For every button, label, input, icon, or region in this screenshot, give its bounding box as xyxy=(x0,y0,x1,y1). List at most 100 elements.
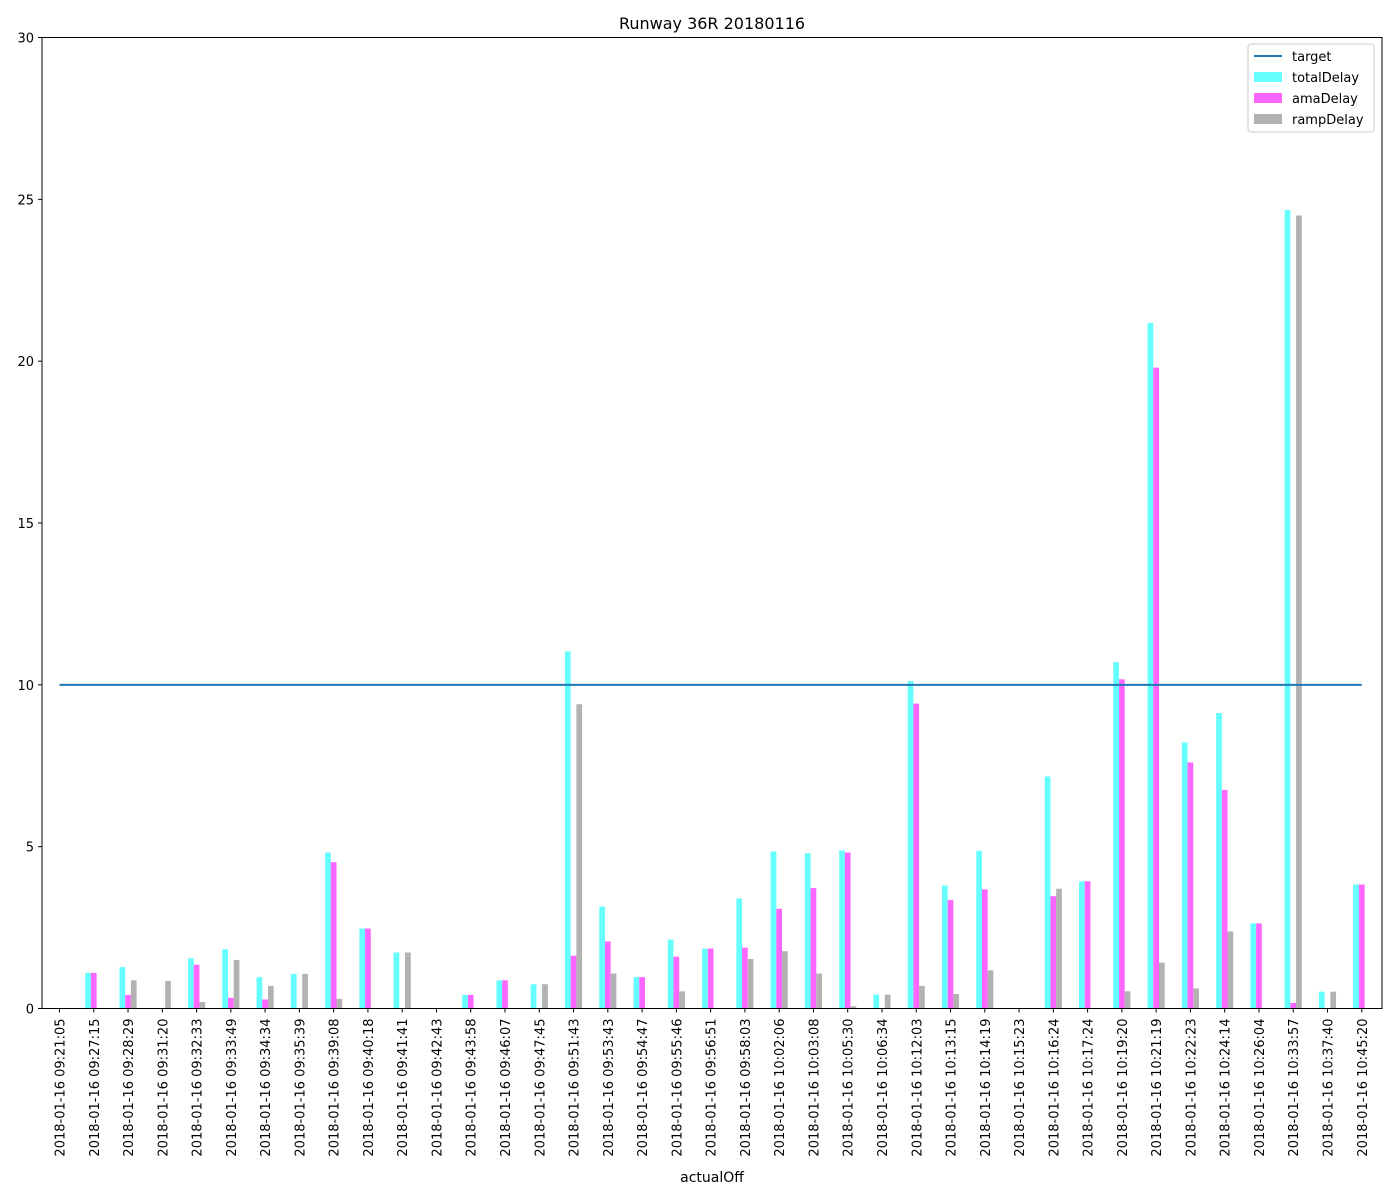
x-tick-label: 2018-01-16 09:54:47 xyxy=(636,1019,651,1157)
bar-amaDelay-31 xyxy=(1119,679,1125,1009)
y-tick-label: 30 xyxy=(17,32,34,47)
bar-amaDelay-23 xyxy=(844,852,851,1009)
bar-totalDelay-27 xyxy=(976,850,982,1009)
x-tick-label: 2018-01-16 09:41:41 xyxy=(396,1019,411,1157)
bar-amaDelay-9 xyxy=(365,928,371,1009)
bar-amaDelay-8 xyxy=(330,862,337,1009)
x-tick-label: 2018-01-16 10:24:14 xyxy=(1219,1019,1234,1157)
x-tick-label: 2018-01-16 09:21:05 xyxy=(54,1019,69,1157)
bar-rampDelay-14 xyxy=(542,984,548,1009)
bar-totalDelay-17 xyxy=(633,977,640,1009)
x-tick-label: 2018-01-16 10:33:57 xyxy=(1287,1019,1302,1157)
bar-totalDelay-31 xyxy=(1113,662,1120,1009)
x-tick-label: 2018-01-16 09:39:08 xyxy=(328,1019,343,1157)
legend-rampDelay-swatch xyxy=(1254,114,1282,124)
bar-totalDelay-16 xyxy=(599,906,605,1009)
x-tick-label: 2018-01-16 10:19:20 xyxy=(1116,1019,1131,1157)
bar-rampDelay-29 xyxy=(1056,888,1062,1009)
bar-amaDelay-2 xyxy=(125,994,131,1009)
bar-rampDelay-36 xyxy=(1296,215,1302,1009)
bar-totalDelay-37 xyxy=(1318,991,1325,1009)
y-tick-label: 0 xyxy=(26,1003,34,1018)
x-tick-label: 2018-01-16 10:06:34 xyxy=(876,1019,891,1157)
bar-rampDelay-2 xyxy=(130,980,137,1009)
bar-rampDelay-27 xyxy=(987,970,994,1009)
bar-totalDelay-30 xyxy=(1079,881,1085,1009)
x-tick-label: 2018-01-16 10:05:30 xyxy=(842,1019,857,1157)
bar-amaDelay-1 xyxy=(90,972,97,1009)
bar-totalDelay-21 xyxy=(770,851,777,1009)
y-tick-label: 10 xyxy=(17,679,34,694)
bar-totalDelay-38 xyxy=(1353,884,1359,1009)
legend-totalDelay-swatch xyxy=(1254,72,1282,82)
bar-totalDelay-35 xyxy=(1250,923,1257,1009)
legend-totalDelay-label: totalDelay xyxy=(1292,71,1359,86)
bar-rampDelay-21 xyxy=(782,951,788,1009)
legend-target-label: target xyxy=(1292,50,1332,65)
bar-amaDelay-19 xyxy=(707,948,714,1009)
x-tick-label: 2018-01-16 09:58:03 xyxy=(739,1019,754,1157)
bar-rampDelay-4 xyxy=(199,1002,206,1009)
bar-totalDelay-36 xyxy=(1284,210,1291,1009)
bar-amaDelay-15 xyxy=(570,955,577,1009)
bar-amaDelay-13 xyxy=(502,980,508,1009)
x-tick-label: 2018-01-16 10:37:40 xyxy=(1321,1019,1336,1157)
bar-totalDelay-34 xyxy=(1216,712,1222,1009)
plot-frame xyxy=(41,37,1383,1009)
bar-rampDelay-33 xyxy=(1193,988,1199,1009)
bar-rampDelay-22 xyxy=(816,973,822,1009)
x-tick-label: 2018-01-16 09:55:46 xyxy=(670,1019,685,1157)
bar-amaDelay-5 xyxy=(228,997,234,1009)
bar-totalDelay-22 xyxy=(804,853,811,1009)
bar-amaDelay-25 xyxy=(913,703,920,1009)
bar-totalDelay-4 xyxy=(188,958,194,1009)
legend: target totalDelay amaDelay rampDelay xyxy=(1247,43,1375,133)
x-tick-label: 2018-01-16 09:40:18 xyxy=(362,1019,377,1157)
x-tick-label: 2018-01-16 10:45:20 xyxy=(1356,1019,1371,1157)
bar-amaDelay-21 xyxy=(776,908,783,1009)
bar-rampDelay-34 xyxy=(1227,931,1234,1009)
bar-amaDelay-26 xyxy=(947,900,954,1009)
x-tick-label: 2018-01-16 09:34:34 xyxy=(259,1019,274,1157)
bar-amaDelay-22 xyxy=(810,888,817,1009)
bar-rampDelay-18 xyxy=(679,991,685,1009)
bar-amaDelay-32 xyxy=(1153,367,1159,1009)
bar-rampDelay-24 xyxy=(884,994,891,1009)
bar-amaDelay-20 xyxy=(742,947,748,1009)
bar-rampDelay-10 xyxy=(405,952,411,1009)
bar-rampDelay-5 xyxy=(233,959,240,1009)
bar-totalDelay-20 xyxy=(736,898,743,1009)
x-tick-label: 2018-01-16 09:56:51 xyxy=(705,1019,720,1157)
bar-totalDelay-23 xyxy=(839,850,845,1009)
bar-totalDelay-10 xyxy=(393,952,400,1009)
y-tick-label: 5 xyxy=(26,841,34,856)
bar-totalDelay-24 xyxy=(873,994,880,1009)
x-tick-label: 2018-01-16 10:22:23 xyxy=(1184,1019,1199,1157)
bar-amaDelay-16 xyxy=(604,941,611,1009)
bar-totalDelay-29 xyxy=(1044,776,1051,1009)
legend-amaDelay-swatch xyxy=(1254,93,1282,103)
bar-rampDelay-8 xyxy=(336,998,343,1009)
bar-amaDelay-36 xyxy=(1290,1002,1297,1009)
bar-amaDelay-35 xyxy=(1256,923,1262,1009)
legend-amaDelay-label: amaDelay xyxy=(1292,92,1358,107)
x-tick-label: 2018-01-16 09:47:45 xyxy=(533,1019,548,1157)
bar-amaDelay-6 xyxy=(262,999,268,1009)
bar-totalDelay-19 xyxy=(702,948,708,1009)
y-axis: 0 5 10 15 20 25 30 xyxy=(17,32,42,1018)
y-tick-label: 15 xyxy=(17,517,34,532)
bar-totalDelay-33 xyxy=(1181,742,1188,1009)
bar-rampDelay-20 xyxy=(747,958,754,1009)
bar-totalDelay-6 xyxy=(256,977,263,1009)
bar-totalDelay-14 xyxy=(530,984,537,1009)
bar-amaDelay-4 xyxy=(193,964,200,1009)
x-axis: 2018-01-16 09:21:05 2018-01-16 09:27:15 20… xyxy=(54,1008,1371,1157)
bar-rampDelay-26 xyxy=(953,993,960,1009)
x-tick-label: 2018-01-16 09:32:33 xyxy=(191,1019,206,1157)
bar-totalDelay-8 xyxy=(325,852,331,1009)
x-tick-label: 2018-01-16 09:42:43 xyxy=(430,1019,445,1157)
x-tick-label: 2018-01-16 10:13:15 xyxy=(945,1019,960,1157)
bars-layer xyxy=(85,210,1365,1009)
